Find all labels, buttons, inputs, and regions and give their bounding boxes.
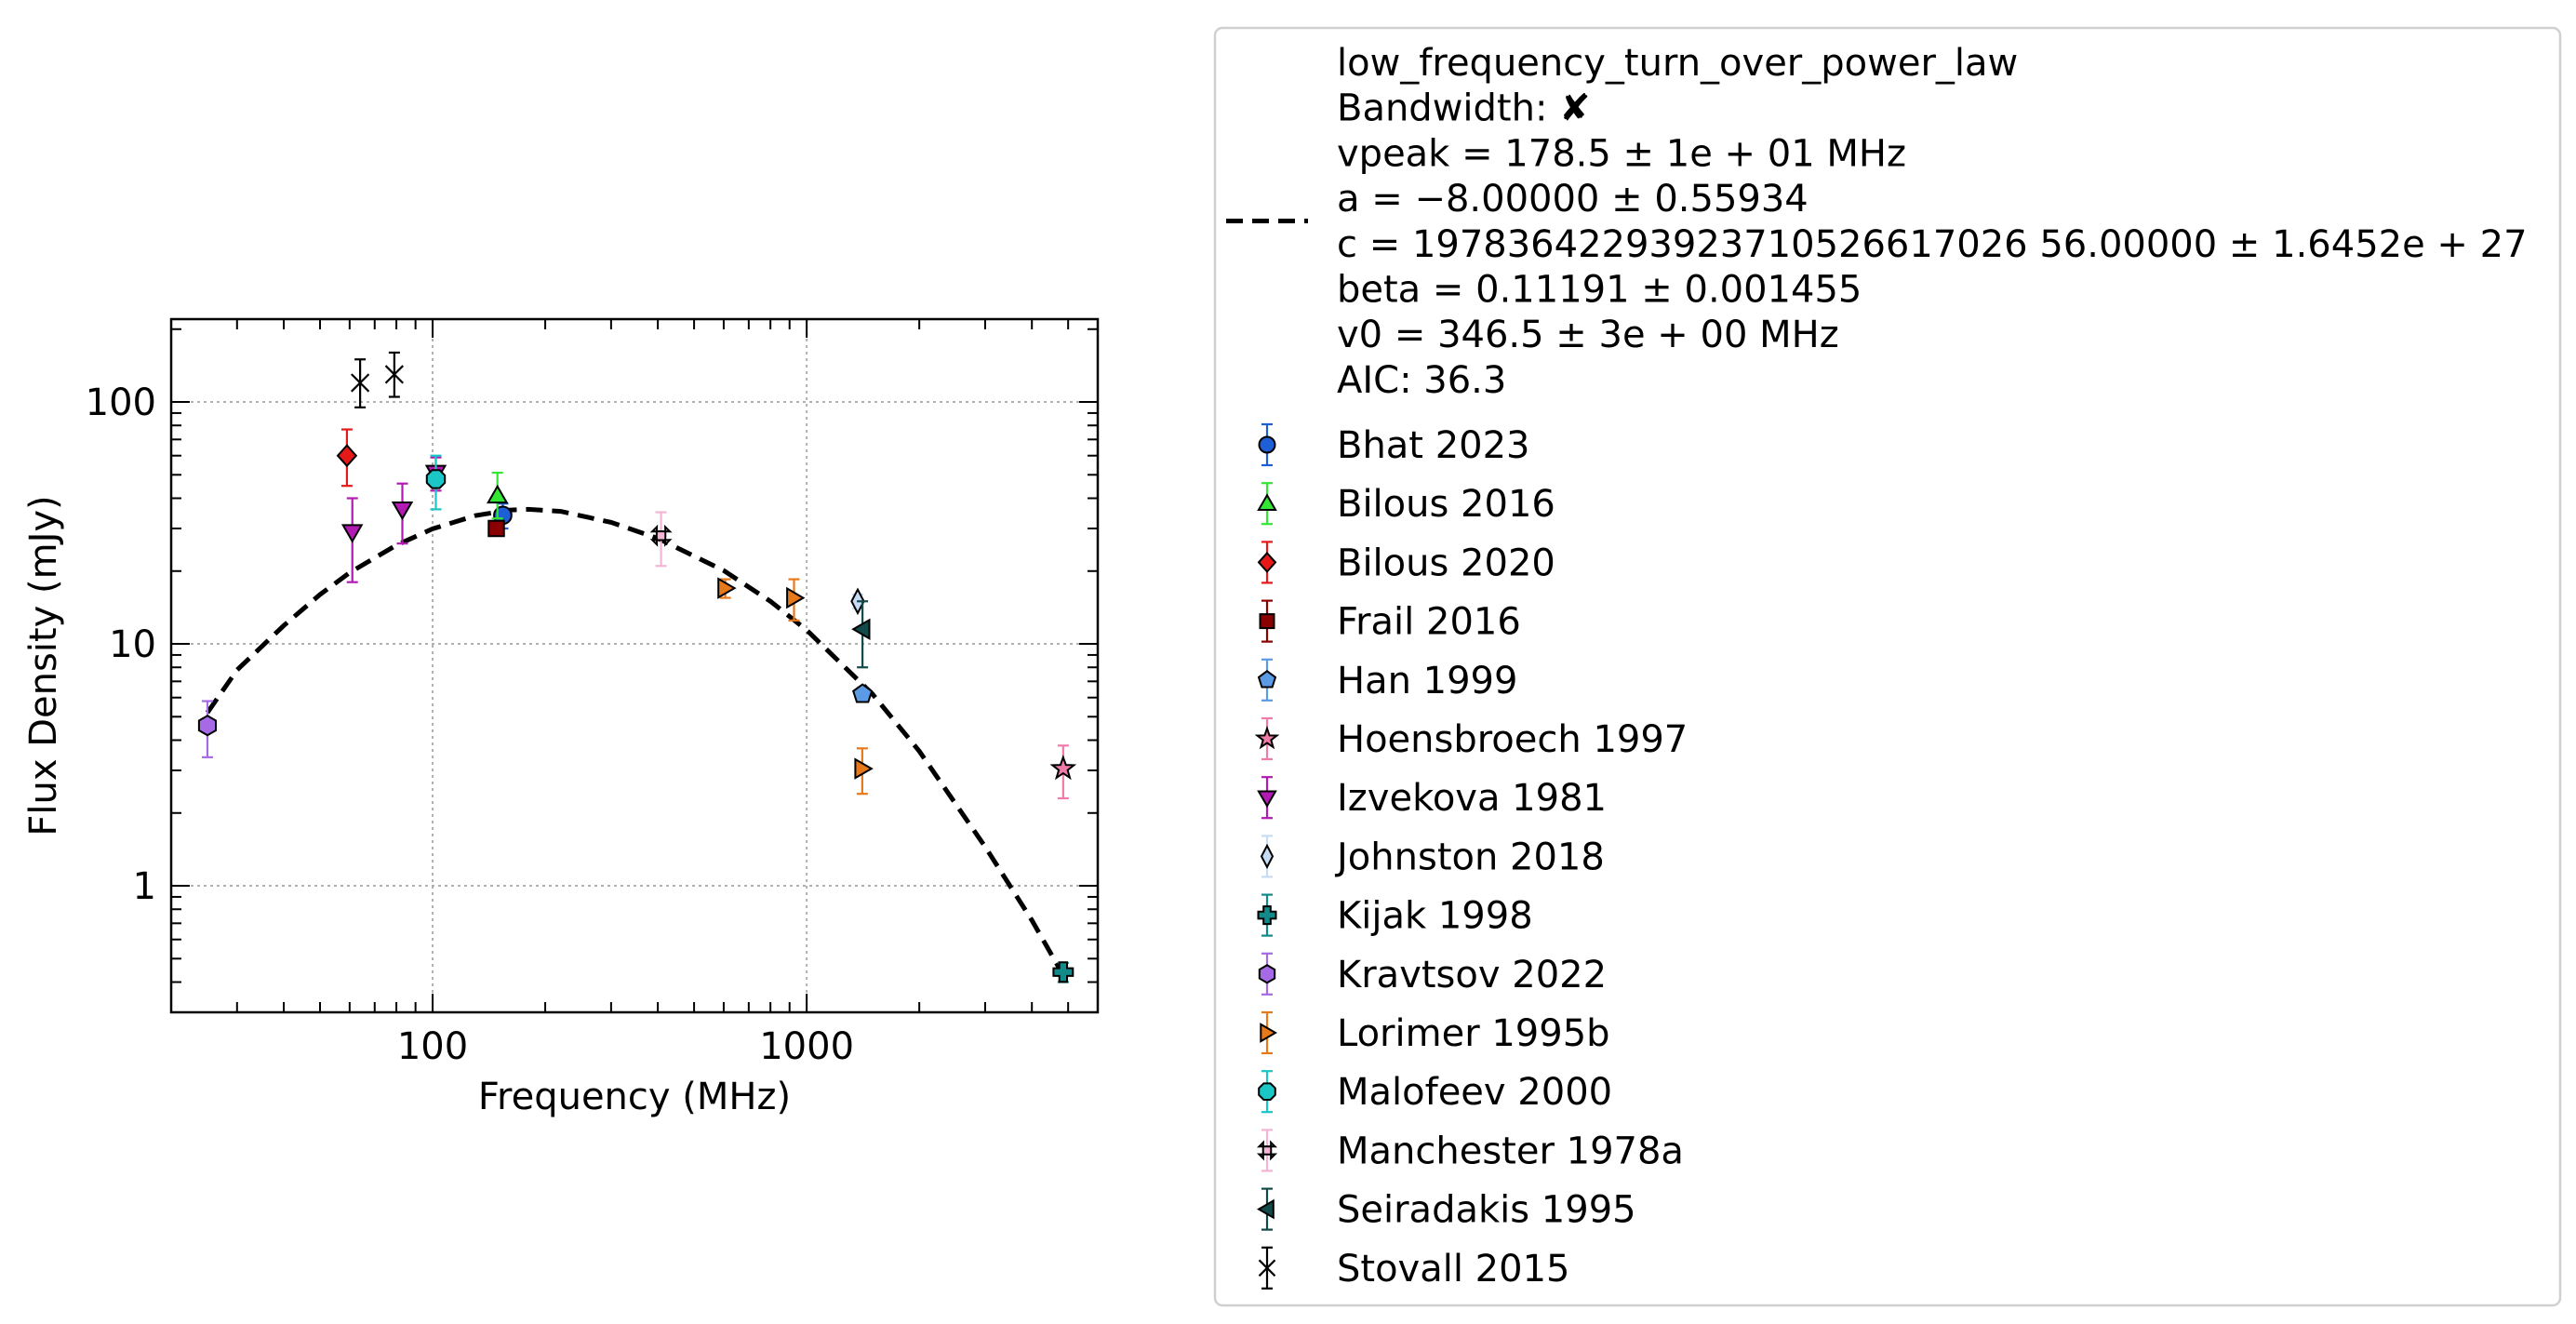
data-point: [1049, 755, 1077, 781]
legend-label: Bilous 2016: [1337, 483, 1555, 526]
legend-marker: [1259, 613, 1275, 630]
series-malofeev-2000: [425, 454, 447, 511]
data-point: [786, 586, 806, 609]
legend-marker: [1258, 964, 1276, 984]
legend-frame: [1213, 26, 2562, 1307]
fit-curve-layer: [205, 506, 1064, 974]
grid-lines: [171, 319, 1098, 1012]
y-axis-label: Flux Density (mJy): [22, 495, 65, 836]
fit-curve-line: [205, 506, 1064, 974]
legend-marker: [1257, 493, 1277, 511]
legend-marker: [1254, 725, 1280, 750]
series-seiradakis-1995: [851, 600, 871, 669]
x-tick-label: 100: [397, 1025, 468, 1068]
series-kravtsov-2022: [197, 700, 217, 758]
legend-label: Bhat 2023: [1337, 424, 1530, 467]
data-point: [336, 444, 358, 468]
legend-fit-text: vpeak = 178.5 ± 1e + 01 MHz: [1337, 132, 1906, 175]
legend-fit-text: c = 19783642293923710526617026 56.00000 …: [1337, 223, 2528, 266]
series-lorimer-1995b: [717, 577, 874, 796]
legend-fit-text: low_frequency_turn_over_power_law: [1337, 42, 2018, 85]
data-point: [486, 484, 509, 504]
legend-label: Izvekova 1981: [1337, 777, 1607, 820]
series-frail-2016: [487, 519, 505, 538]
data-point: [649, 524, 673, 547]
data-point: [425, 469, 447, 489]
legend-marker: [1256, 1140, 1278, 1161]
series-hoensbroech-1997: [1049, 744, 1077, 800]
data-point: [487, 519, 505, 538]
legend-label: Johnston 2018: [1334, 836, 1605, 878]
data-point: [1052, 961, 1074, 983]
series-kijak-1998: [1052, 961, 1074, 983]
legend-marker: [1258, 435, 1276, 454]
plot-frame: [169, 317, 1100, 1014]
x-axis-label: Frequency (MHz): [478, 1076, 791, 1118]
legend-label: Frail 2016: [1337, 601, 1521, 644]
legend-label: Han 1999: [1337, 660, 1517, 702]
data-point: [854, 757, 874, 780]
legend-label: Bilous 2020: [1337, 542, 1555, 584]
legend-label: Manchester 1978a: [1337, 1130, 1684, 1172]
data-point: [384, 365, 405, 384]
legend-label: Kijak 1998: [1337, 895, 1533, 938]
legend-marker: [1257, 551, 1277, 573]
legend-fit-text: AIC: 36.3: [1337, 359, 1506, 402]
legend-fit-text: beta = 0.11191 ± 0.001455: [1337, 269, 1862, 312]
data-point: [851, 618, 871, 641]
data-point: [340, 524, 364, 543]
legend: low_frequency_turn_over_power_lawBandwid…: [1213, 26, 2562, 1307]
legend-fit-text: Bandwidth: ✘: [1337, 87, 1591, 130]
legend-label: Lorimer 1995b: [1337, 1012, 1610, 1055]
series-bilous-2016: [486, 471, 509, 520]
data-point: [197, 715, 217, 737]
legend-marker: [1260, 1023, 1277, 1043]
legend-marker: [1260, 843, 1275, 870]
y-tick-label: 10: [109, 623, 156, 666]
legend-label: Malofeev 2000: [1337, 1071, 1612, 1114]
legend-marker: [1257, 905, 1277, 926]
legend-label: Seiradakis 1995: [1337, 1189, 1636, 1232]
y-tick-label: 100: [86, 381, 156, 424]
legend-marker: [1257, 790, 1277, 809]
data-points-layer: [197, 351, 1077, 983]
legend-label: Hoensbroech 1997: [1337, 718, 1688, 761]
legend-marker: [1258, 1082, 1276, 1101]
series-han-1999: [852, 683, 874, 703]
series-bilous-2020: [336, 428, 358, 488]
axis-ticks: 100 1000 1 10 100: [86, 319, 1099, 1068]
data-point: [717, 577, 737, 599]
legend-label: Stovall 2015: [1337, 1248, 1569, 1291]
legend-fit-text: a = −8.00000 ± 0.55934: [1337, 178, 1809, 221]
legend-marker: [1258, 1259, 1276, 1277]
data-point: [391, 502, 414, 521]
legend-marker: [1257, 670, 1277, 689]
legend-label: Kravtsov 2022: [1337, 954, 1607, 996]
series-stovall-2015: [350, 351, 405, 408]
y-tick-label: 1: [133, 865, 156, 908]
data-point: [852, 683, 874, 703]
data-point: [350, 373, 370, 393]
series-manchester-1978a: [649, 511, 673, 568]
legend-fit-text: v0 = 346.5 ± 3e + 00 MHz: [1337, 314, 1839, 356]
legend-marker: [1256, 1198, 1275, 1220]
x-tick-label: 1000: [759, 1025, 854, 1068]
